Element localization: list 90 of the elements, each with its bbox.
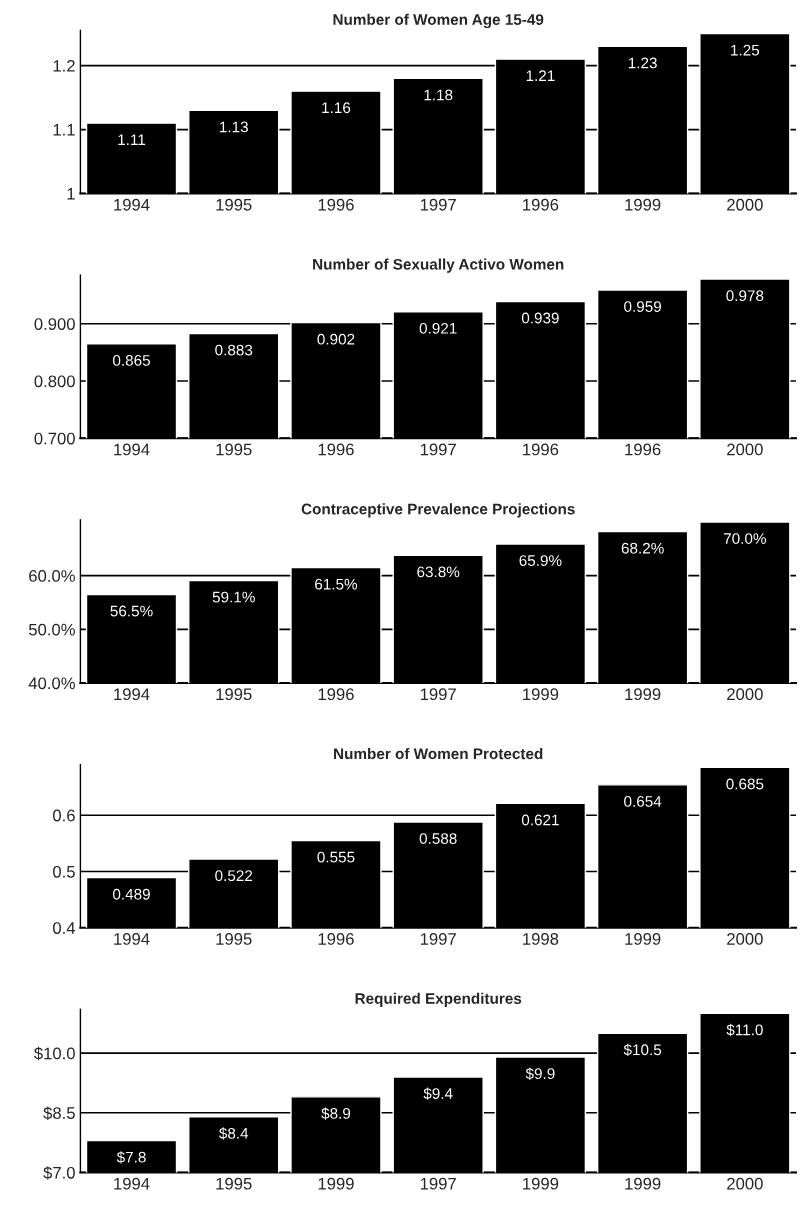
x-tick-label: 1999 — [318, 1177, 354, 1190]
y-tick-label: $10.0 — [34, 1046, 75, 1061]
data-label: $9.9 — [525, 1067, 555, 1080]
data-label: 65.9% — [519, 555, 562, 566]
data-label: 0.621 — [521, 814, 559, 826]
x-tick-label: 1999 — [523, 1177, 559, 1190]
x-tick-label: 1995 — [216, 933, 252, 945]
data-label: $11.0 — [726, 1023, 763, 1037]
y-tick-label: 1.1 — [53, 124, 75, 136]
data-label: $8.9 — [321, 1107, 351, 1120]
data-label: 70.0% — [723, 533, 766, 544]
x-tick-label: 1994 — [114, 933, 150, 945]
x-tick-label: 1996 — [625, 443, 661, 456]
y-tick-label: 1 — [67, 188, 75, 200]
data-label: $10.5 — [623, 1043, 662, 1057]
x-tick-label: 1997 — [420, 688, 456, 701]
x-tick-label: 1997 — [420, 198, 456, 211]
data-label: 63.8% — [417, 566, 460, 578]
data-label: 0.654 — [624, 796, 662, 807]
y-tick-label: 0.900 — [34, 318, 75, 330]
data-label: 1.13 — [220, 121, 248, 133]
data-label: 0.959 — [624, 301, 662, 312]
y-tick-label: 0.4 — [53, 922, 76, 934]
x-tick-label: 1994 — [114, 443, 150, 456]
data-label: 0.902 — [317, 333, 355, 345]
x-tick-label: 1995 — [216, 443, 252, 456]
x-tick-label: 1999 — [625, 688, 661, 701]
x-tick-label: 1997 — [420, 443, 456, 456]
data-label: 56.5% — [110, 605, 153, 617]
chart-title: Contraceptive Prevalence Projections — [301, 503, 575, 518]
x-tick-label: 1996 — [318, 688, 354, 701]
x-tick-label: 1996 — [318, 443, 354, 456]
x-tick-label: 1996 — [318, 933, 354, 945]
data-label: 0.883 — [215, 344, 253, 356]
x-tick-label: 1995 — [216, 198, 252, 211]
data-label: 0.489 — [112, 888, 150, 900]
x-tick-label: 1999 — [625, 1177, 661, 1190]
data-label: 1.21 — [526, 70, 555, 81]
y-tick-label: $8.5 — [43, 1106, 75, 1120]
chart-title: Number of Sexually Activo Women — [313, 258, 564, 273]
data-label: 1.23 — [628, 57, 657, 69]
y-tick-label: 40.0% — [28, 677, 75, 690]
data-label: 59.1% — [212, 591, 255, 603]
data-label: 0.588 — [419, 833, 457, 844]
y-tick-label: 1.2 — [53, 59, 75, 72]
data-label: 0.522 — [215, 870, 253, 882]
data-label: 0.921 — [419, 322, 457, 334]
y-tick-label: 0.700 — [34, 432, 75, 445]
y-tick-label: 60.0% — [29, 570, 75, 582]
x-tick-label: 1999 — [625, 933, 661, 945]
data-label: 1.16 — [322, 102, 351, 114]
x-tick-label: 2000 — [727, 688, 763, 701]
x-tick-label: 1999 — [625, 198, 661, 211]
x-tick-label: 1995 — [216, 688, 252, 701]
data-label: 1.11 — [118, 134, 146, 145]
x-tick-label: 2000 — [727, 933, 763, 945]
chart-title: Required Expenditures — [355, 992, 522, 1007]
y-tick-label: $7.0 — [43, 1166, 75, 1180]
data-label: 1.18 — [424, 89, 453, 101]
x-tick-label: 1998 — [523, 933, 559, 945]
y-tick-label: 0.5 — [53, 865, 75, 878]
data-label: 68.2% — [621, 542, 664, 554]
data-label: 0.978 — [726, 290, 764, 302]
x-tick-label: 1994 — [114, 198, 150, 211]
x-tick-label: 1994 — [114, 688, 150, 701]
x-tick-label: 2000 — [727, 1177, 763, 1190]
data-label: 0.865 — [112, 354, 150, 366]
y-tick-label: 0.6 — [53, 809, 75, 822]
data-label: $9.4 — [423, 1087, 453, 1100]
chart-title: Number of Women Age 15-49 — [333, 13, 544, 29]
x-tick-label: 1997 — [420, 933, 456, 945]
x-tick-label: 1995 — [216, 1177, 252, 1190]
data-label: 1.25 — [731, 44, 760, 56]
x-tick-label: 1996 — [523, 198, 559, 211]
x-tick-label: 1996 — [318, 198, 354, 211]
y-tick-label: 0.800 — [34, 375, 75, 388]
x-tick-label: 1999 — [523, 688, 559, 701]
data-label: 0.555 — [317, 851, 355, 863]
data-label: $8.4 — [219, 1127, 249, 1140]
data-label: 0.685 — [726, 778, 764, 790]
x-tick-label: 2000 — [727, 198, 763, 211]
chart-title: Number of Women Protected — [334, 747, 543, 760]
y-tick-label: 50.0% — [28, 623, 75, 636]
x-tick-label: 1996 — [523, 443, 559, 456]
x-tick-label: 1994 — [114, 1177, 150, 1190]
data-label: 0.939 — [521, 312, 559, 324]
data-label: 61.5% — [315, 578, 358, 590]
data-label: $7.8 — [116, 1151, 146, 1164]
x-tick-label: 1997 — [420, 1177, 456, 1190]
x-tick-label: 2000 — [727, 443, 763, 456]
